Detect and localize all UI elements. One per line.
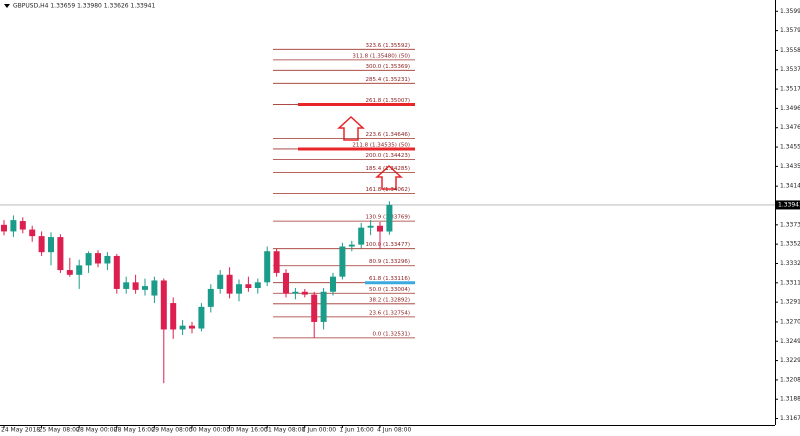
fib-level-label: 0.0 (1.32531) <box>372 331 410 337</box>
candle-body[interactable] <box>66 270 73 275</box>
candle-body[interactable] <box>76 265 83 275</box>
candle-body[interactable] <box>179 325 186 330</box>
candle-body[interactable] <box>160 280 167 330</box>
candle-body[interactable] <box>1 224 7 232</box>
candle-body[interactable] <box>48 237 54 253</box>
candle-body[interactable] <box>142 286 148 290</box>
candle-body[interactable] <box>377 225 383 232</box>
candle-body[interactable] <box>198 306 205 329</box>
candle-body[interactable] <box>85 253 92 266</box>
candle-body[interactable] <box>330 276 336 292</box>
fib-level-label: 185.4 (1.34285) <box>365 166 410 172</box>
candle-body[interactable] <box>245 284 252 288</box>
y-tick-label: 1.33115 <box>780 279 800 286</box>
y-tick-label: 1.34555 <box>780 144 800 151</box>
up-arrow <box>337 115 365 141</box>
y-tick-label: 1.34140 <box>780 183 800 190</box>
candle-body[interactable] <box>226 274 233 294</box>
fib-level-label: 161.8 (1.34062) <box>365 187 410 193</box>
candle-body[interactable] <box>292 291 299 294</box>
x-tick-label: 29 May 08:00 <box>151 427 192 434</box>
candle-body[interactable] <box>10 220 17 232</box>
y-tick-label: 1.33320 <box>780 260 800 267</box>
candle-body[interactable] <box>339 246 346 277</box>
candle-body[interactable] <box>236 284 242 294</box>
x-tick-label: 28 May 00:00 <box>76 427 117 434</box>
y-tick-label: 1.34350 <box>780 163 800 170</box>
candle-body[interactable] <box>320 291 327 322</box>
y-tick-label: 1.32290 <box>780 357 800 364</box>
fib-level-label: 100.0 (1.33477) <box>365 242 410 248</box>
x-tick-label: 25 May 08:00 <box>39 427 80 434</box>
x-tick-label: 31 May 08:00 <box>264 427 305 434</box>
candle-body[interactable] <box>95 253 101 264</box>
x-tick-label: 30 May 16:00 <box>227 427 268 434</box>
fib-level-label: 311.8 (1.35480) (50) <box>352 53 410 59</box>
up-arrow <box>375 164 403 190</box>
fib-level-label: 23.6 (1.32754) <box>369 310 410 316</box>
current-price-label: 1.33941 <box>778 201 800 208</box>
x-tick-label: 28 May 16:00 <box>114 427 155 434</box>
y-tick-label: 1.33525 <box>780 241 800 248</box>
x-tick-label: 1 Jun 16:00 <box>339 427 373 434</box>
candle-body[interactable] <box>311 294 318 322</box>
candle-body[interactable] <box>283 272 289 294</box>
candle-body[interactable] <box>151 280 158 296</box>
symbol-menu-icon[interactable] <box>4 4 10 8</box>
candle-body[interactable] <box>207 288 214 307</box>
fib-level-label: 38.2 (1.32892) <box>369 297 410 303</box>
y-tick-label: 1.32085 <box>780 376 800 383</box>
x-tick-label: 1 Jun 00:00 <box>302 427 336 434</box>
x-tick-label: 30 May 00:00 <box>189 427 230 434</box>
y-tick-label: 1.35170 <box>780 86 800 93</box>
fib-level-label: 211.8 (1.34535) (50) <box>352 142 410 148</box>
candle-body[interactable] <box>38 236 45 253</box>
y-tick-label: 1.35375 <box>780 66 800 73</box>
y-tick-label: 1.35995 <box>780 8 800 15</box>
y-tick-label: 1.34965 <box>780 105 800 112</box>
fib-level-label: 261.8 (1.35007) <box>365 98 410 104</box>
y-tick-label: 1.35580 <box>780 47 800 54</box>
candle-body[interactable] <box>123 282 130 289</box>
candle-body[interactable] <box>104 255 111 264</box>
candle-body[interactable] <box>189 325 195 329</box>
y-tick-label: 1.31675 <box>780 415 800 422</box>
candle-body[interactable] <box>358 227 365 245</box>
fib-level-label: 80.9 (1.33296) <box>369 259 410 265</box>
current-price-box <box>776 200 800 210</box>
candle-body[interactable] <box>57 237 64 271</box>
y-tick-label: 1.34760 <box>780 124 800 131</box>
candle-body[interactable] <box>301 291 308 295</box>
candle-body[interactable] <box>170 303 177 330</box>
y-tick-label: 1.35790 <box>780 27 800 34</box>
fib-level-label: 200.0 (1.34423) <box>365 153 410 159</box>
fib-level-label: 50.0 (1.33004) <box>369 287 410 293</box>
candle-body[interactable] <box>386 204 393 232</box>
candle-body[interactable] <box>19 221 26 230</box>
fib-level-label: 323.6 (1.35592) <box>365 43 410 49</box>
candle-body[interactable] <box>273 251 280 273</box>
fib-level-label: 223.6 (1.34646) <box>365 132 410 138</box>
candle-body[interactable] <box>29 229 36 237</box>
candle-body[interactable] <box>348 244 355 247</box>
candle-body[interactable] <box>132 282 139 290</box>
candle-body[interactable] <box>254 282 261 288</box>
y-tick-label: 1.32495 <box>780 338 800 345</box>
y-tick-label: 1.33730 <box>780 221 800 228</box>
fib-level-label: 300.0 (1.35369) <box>365 64 410 70</box>
fib-level-label: 285.4 (1.35231) <box>365 77 410 83</box>
y-tick-label: 1.31880 <box>780 396 800 403</box>
y-tick-label: 1.32910 <box>780 299 800 306</box>
chart-title: GBPUSD,H4 1.33659 1.33980 1.33626 1.3394… <box>13 3 155 10</box>
x-tick-label: 4 Jun 08:00 <box>377 427 411 434</box>
candle-body[interactable] <box>367 225 374 228</box>
candle-body[interactable] <box>217 274 224 289</box>
y-tick-label: 1.32700 <box>780 318 800 325</box>
candle-body[interactable] <box>264 251 271 283</box>
fib-level-label: 61.8 (1.33116) <box>369 276 410 282</box>
x-tick-label: 24 May 2018 <box>1 427 40 434</box>
candle-body[interactable] <box>113 255 120 289</box>
